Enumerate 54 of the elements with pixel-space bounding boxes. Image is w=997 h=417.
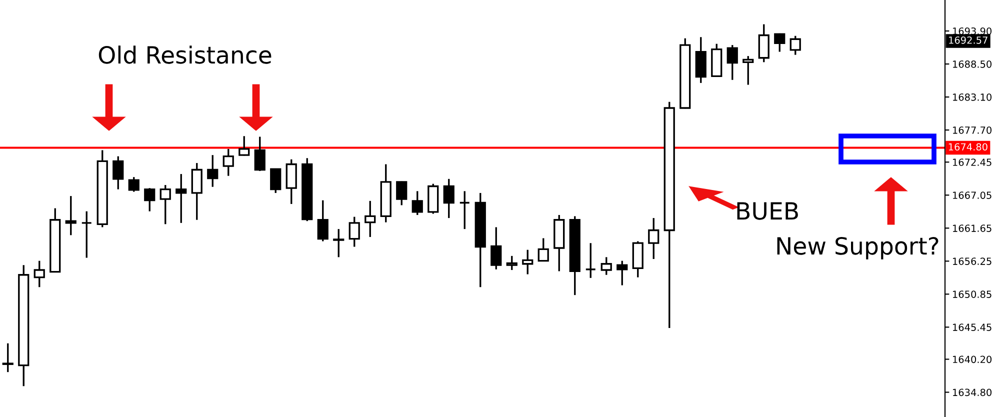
candlestick	[522, 248, 534, 276]
candlestick	[459, 190, 470, 230]
y-tick-label: 1667.05	[953, 192, 992, 199]
y-tick-label: 1661.65	[953, 224, 992, 232]
candlestick	[412, 190, 423, 216]
candlestick	[726, 44, 738, 81]
candlestick	[254, 136, 266, 172]
annotation: BUEB	[737, 202, 798, 220]
candlestick	[317, 199, 328, 242]
annotation: New Support?	[777, 236, 938, 260]
candlestick	[65, 195, 76, 236]
candlestick	[443, 178, 454, 219]
candlestick	[207, 154, 218, 188]
candlestick	[742, 55, 754, 86]
candlestick	[160, 184, 171, 225]
y-tick-label: 1634.80	[953, 388, 992, 396]
candlestick	[238, 135, 250, 157]
candlestick	[144, 187, 156, 212]
candlestick	[112, 155, 124, 190]
candlestick	[81, 210, 92, 259]
y-tick-label: 1645.45	[953, 324, 992, 331]
candlestick	[286, 158, 297, 205]
candlestick	[270, 168, 282, 194]
candlestick	[790, 35, 801, 56]
candlestick	[538, 237, 549, 262]
annotation: Old Resistance	[98, 46, 272, 64]
candlestick	[222, 148, 234, 177]
candlestick	[191, 162, 202, 221]
y-tick-label: 1650.85	[953, 290, 992, 298]
candlestick	[600, 256, 612, 276]
y-tick-label: 1672.45	[953, 158, 992, 166]
text: 1692.57	[949, 36, 988, 44]
ref-line-label: 1674.80	[948, 143, 988, 151]
y-tick-label: 1677.70	[953, 126, 992, 134]
candlestick	[490, 226, 502, 270]
y-tick-label: 1656.25	[953, 258, 992, 265]
candlestick	[176, 173, 187, 224]
candlestick	[585, 242, 596, 279]
candlestick	[364, 200, 376, 238]
y-tick-label: 1683.10	[953, 93, 992, 101]
candlestick	[758, 23, 770, 63]
y-tick-label: 1688.50	[953, 60, 992, 68]
candlestick	[396, 180, 408, 206]
candlestick	[348, 216, 360, 248]
candlestick	[506, 255, 518, 271]
candlestick	[128, 176, 140, 193]
y-tick-label: 1693.90	[953, 27, 992, 35]
candlestick	[616, 260, 628, 286]
y-tick-label: 1640.20	[953, 356, 992, 364]
candlestick	[648, 217, 660, 260]
candlestick	[34, 260, 45, 288]
candlestick	[333, 228, 344, 258]
candlestick	[774, 32, 786, 53]
candlestick	[2, 342, 14, 373]
